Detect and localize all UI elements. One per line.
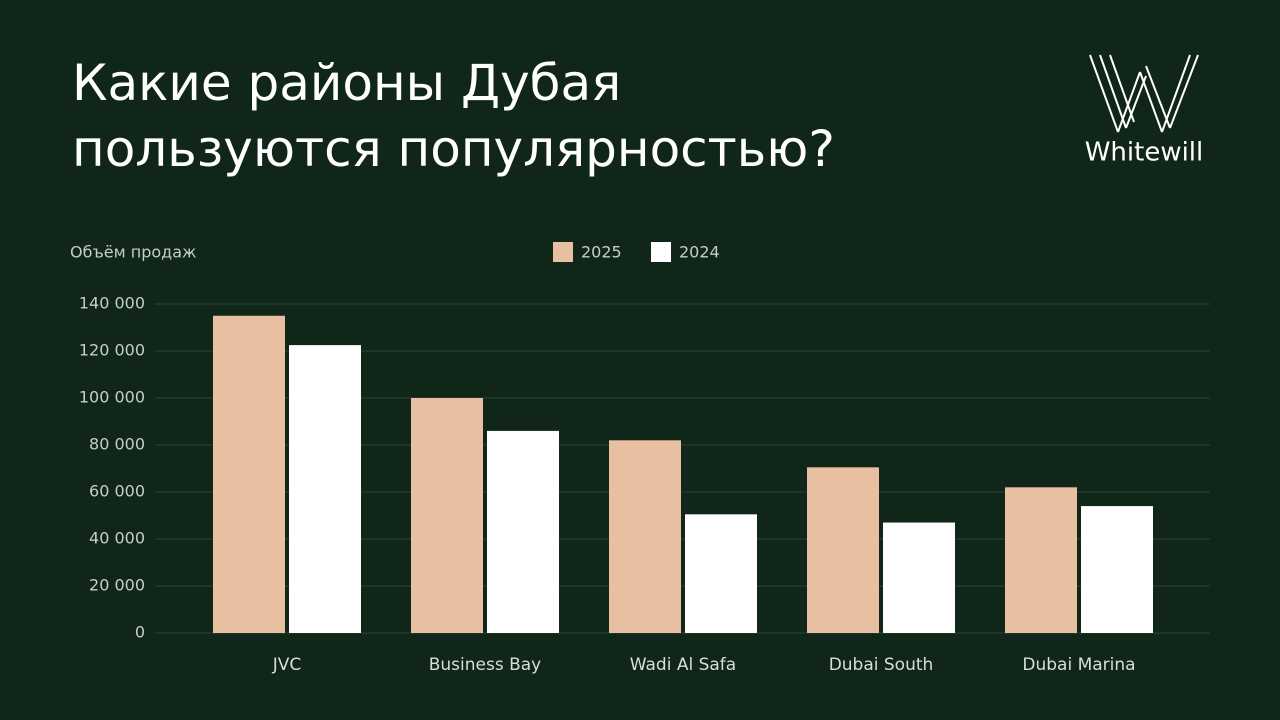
bar	[1005, 487, 1077, 633]
chart-title: Какие районы Дубая	[72, 54, 621, 112]
y-tick-label: 120 000	[79, 341, 145, 360]
y-tick-label: 0	[135, 623, 145, 642]
brand-name: Whitewill	[1085, 138, 1204, 168]
x-tick-label: Wadi Al Safa	[630, 655, 736, 675]
y-axis-label: Объём продаж	[70, 243, 196, 262]
y-tick-label: 80 000	[89, 435, 145, 454]
logo	[1089, 54, 1199, 133]
legend-swatch	[553, 242, 573, 262]
chart-title: пользуются популярностью?	[72, 120, 835, 178]
bar	[411, 398, 483, 633]
bar	[213, 315, 285, 633]
x-tick-label: Dubai Marina	[1022, 655, 1135, 675]
y-tick-label: 40 000	[89, 529, 145, 548]
y-tick-label: 20 000	[89, 576, 145, 595]
bar	[487, 430, 559, 633]
legend-label: 2025	[581, 243, 622, 262]
bar	[1081, 506, 1153, 633]
bar	[609, 440, 681, 633]
legend-label: 2024	[679, 243, 720, 262]
x-tick-label: JVC	[272, 655, 302, 675]
y-tick-label: 140 000	[79, 294, 145, 313]
y-tick-label: 60 000	[89, 482, 145, 501]
bar	[289, 345, 361, 633]
x-tick-label: Dubai South	[829, 655, 934, 675]
bar	[807, 467, 879, 633]
bar	[685, 514, 757, 633]
legend-swatch	[651, 242, 671, 262]
y-tick-label: 100 000	[79, 388, 145, 407]
x-tick-label: Business Bay	[429, 655, 542, 675]
bar	[883, 522, 955, 633]
